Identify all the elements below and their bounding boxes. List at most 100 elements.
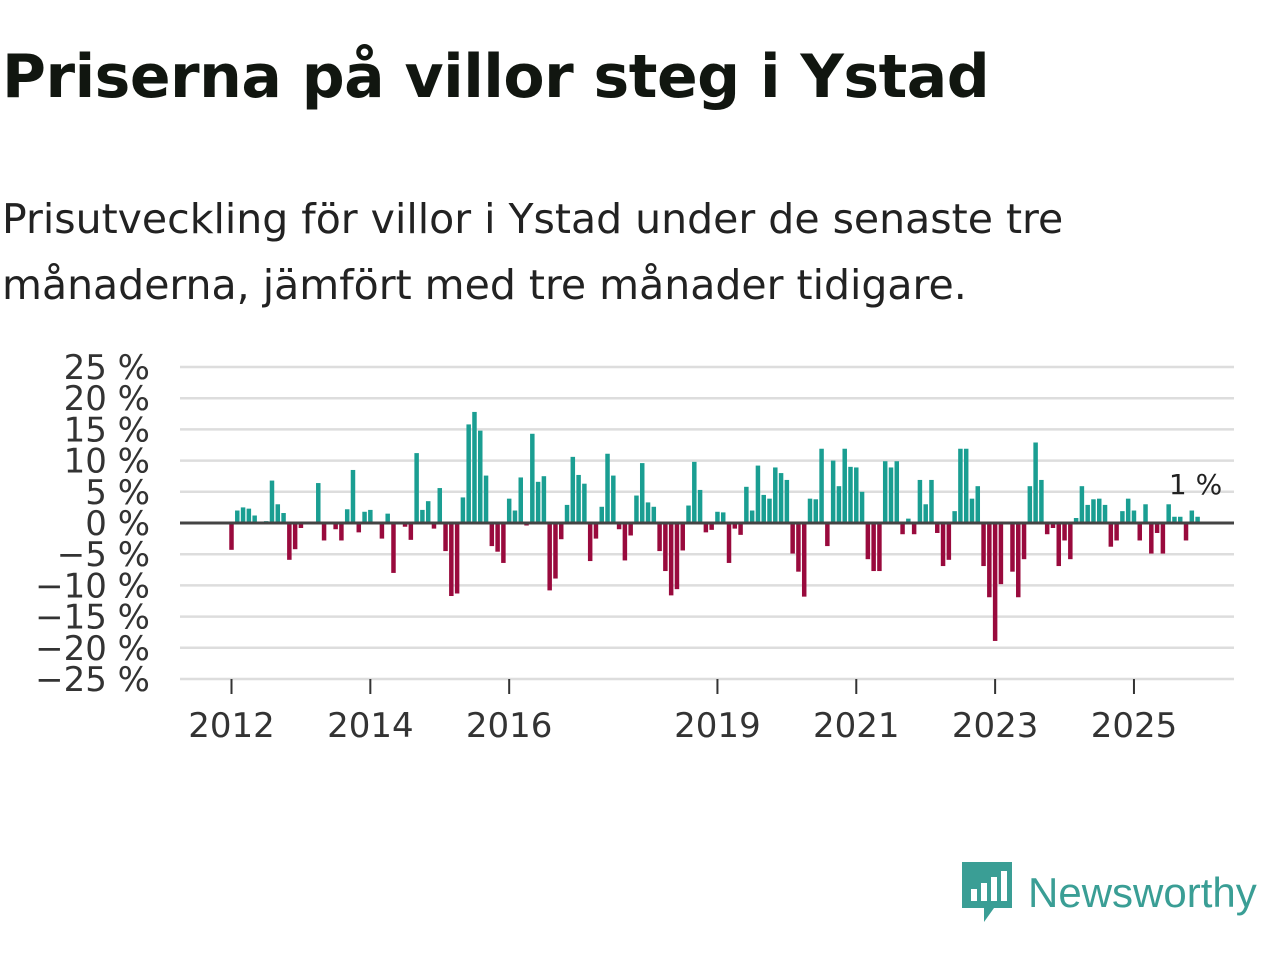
y-tick-label: 25 % <box>64 348 150 388</box>
bar <box>657 523 662 552</box>
bar <box>940 523 946 567</box>
bar <box>582 483 587 523</box>
bar <box>888 467 894 523</box>
x-tick-label: 2019 <box>674 706 761 746</box>
bar <box>553 523 558 579</box>
bar <box>732 523 738 529</box>
x-tick-label: 2025 <box>1091 706 1178 746</box>
bar <box>981 523 986 567</box>
bar <box>229 523 234 550</box>
bar <box>1160 523 1166 554</box>
bar <box>715 511 720 523</box>
bar <box>680 523 685 551</box>
bar <box>848 466 853 523</box>
bar <box>917 479 923 523</box>
bar <box>495 523 500 552</box>
x-axis: 2012 2014 2016 2019 2021 2023 2025 <box>188 679 1177 746</box>
bar <box>859 491 865 523</box>
bar <box>854 467 859 523</box>
bar <box>946 523 952 560</box>
y-tick-label: 20 % <box>64 379 150 419</box>
bar <box>460 497 466 523</box>
bar <box>501 523 506 563</box>
bar <box>790 523 795 554</box>
bar <box>1044 523 1050 535</box>
bar <box>478 430 483 523</box>
bar <box>998 523 1004 585</box>
bar <box>333 523 338 530</box>
bar <box>235 510 240 523</box>
bar <box>697 489 703 523</box>
bar <box>1172 516 1177 523</box>
x-tick-label: 2012 <box>188 706 275 746</box>
y-tick-label: 15 % <box>64 410 150 450</box>
bar <box>645 502 651 523</box>
bar <box>703 523 709 533</box>
bar <box>929 479 934 523</box>
bar <box>773 467 778 523</box>
gridlines <box>180 365 1234 681</box>
bar <box>784 479 790 523</box>
y-tick-label: 0 % <box>85 504 150 544</box>
bar <box>900 523 905 535</box>
bar <box>541 476 547 523</box>
bar <box>871 523 876 572</box>
bar <box>472 411 477 523</box>
bar <box>252 515 257 523</box>
bar <box>767 498 772 523</box>
bar <box>663 523 668 572</box>
bar <box>744 486 749 523</box>
bar <box>935 523 940 533</box>
bar <box>1108 523 1114 547</box>
bar <box>963 448 969 523</box>
bar <box>605 453 610 523</box>
bar <box>344 509 350 523</box>
bar <box>1143 504 1148 523</box>
bar <box>275 504 281 523</box>
bar <box>321 523 327 541</box>
bar <box>1131 510 1137 523</box>
bar <box>535 481 541 523</box>
bar <box>547 523 552 591</box>
bar <box>622 523 628 561</box>
brand-name: Newsworthy <box>1028 869 1257 916</box>
bar <box>1114 523 1119 541</box>
chart-title: Priserna på villor steg i Ystad <box>2 42 990 112</box>
bar <box>489 523 495 547</box>
bar <box>709 523 714 530</box>
bar <box>240 507 246 523</box>
y-tick-label: 10 % <box>64 442 150 482</box>
bar <box>449 523 454 597</box>
bar <box>1137 523 1142 541</box>
x-tick-label: 2016 <box>466 706 553 746</box>
bar <box>1039 479 1044 523</box>
bar <box>651 506 657 523</box>
bar <box>761 494 766 523</box>
bar <box>634 495 639 523</box>
bar <box>616 523 622 530</box>
y-tick-label: −15 % <box>35 598 150 638</box>
bar <box>425 501 431 523</box>
bar <box>292 523 298 550</box>
bar <box>825 523 830 547</box>
bar <box>454 523 460 594</box>
bar <box>1154 523 1160 533</box>
bar <box>877 523 882 572</box>
bar <box>1097 498 1102 523</box>
chart-subtitle: Prisutveckling för villor i Ystad under … <box>2 195 1064 309</box>
bar <box>1149 523 1154 554</box>
bar <box>1010 523 1015 572</box>
bar <box>587 523 593 562</box>
bar <box>1166 504 1171 523</box>
y-tick-label: −20 % <box>35 629 150 669</box>
brand[interactable]: Newsworthy <box>962 862 1257 924</box>
bar <box>720 512 726 523</box>
bar <box>1091 499 1096 523</box>
last-value-label: 1 % <box>1169 468 1222 501</box>
bar <box>1085 504 1090 523</box>
bar <box>408 523 414 540</box>
bar <box>518 477 523 523</box>
bar <box>391 523 396 573</box>
bar <box>483 475 489 523</box>
bar <box>1183 523 1189 541</box>
